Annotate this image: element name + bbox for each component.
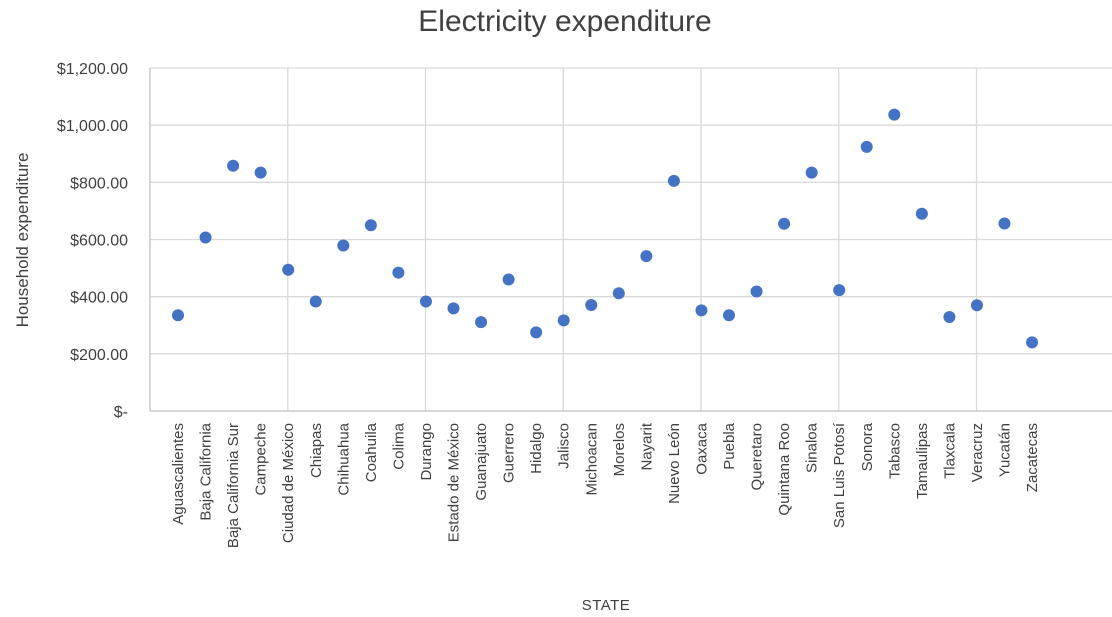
data-point	[695, 304, 708, 317]
x-tick-label: Colima	[390, 422, 407, 469]
data-point	[199, 231, 212, 244]
data-point	[475, 316, 488, 329]
data-point	[778, 217, 791, 230]
data-point	[805, 166, 818, 179]
data-point	[502, 273, 515, 286]
data-point	[447, 302, 460, 315]
data-point	[392, 266, 405, 279]
x-tick-label: Nayarit	[638, 422, 655, 470]
data-point	[833, 284, 846, 297]
y-tick-labels: $- $200.00 $400.00 $600.00 $800.00 $1,000.00 $…	[57, 61, 128, 421]
data-point	[723, 309, 735, 322]
y-tick-label: $1,200.00	[57, 61, 128, 78]
x-tick-label: Puebla	[721, 422, 738, 469]
x-tick-label: Baja California	[198, 422, 215, 520]
x-tick-label: Tamaulipas	[914, 423, 931, 499]
x-tick-label: Zacatecas	[1024, 423, 1041, 492]
x-axis-label: STATE	[582, 597, 631, 614]
x-tick-label: Tlaxcala	[941, 422, 958, 479]
y-axis-label: Household expenditure	[13, 153, 32, 328]
data-point	[419, 295, 432, 308]
x-tick-label: Campeche	[253, 423, 270, 496]
x-tick-label: Nuevo León	[666, 423, 683, 504]
data-point	[750, 285, 763, 298]
x-tick-label: Morelos	[611, 423, 628, 476]
x-tick-label: Sinaloa	[804, 422, 821, 473]
x-tick-label: Estado de México	[446, 423, 463, 542]
x-tick-label: Hidalgo	[528, 423, 545, 474]
x-tick-label: Sonora	[859, 422, 876, 471]
data-point	[254, 166, 267, 179]
x-tick-label: Ciudad de México	[280, 423, 297, 543]
data-point	[667, 174, 680, 187]
x-tick-label: Guerrero	[501, 423, 518, 483]
x-tick-label: Coahuila	[363, 422, 380, 482]
data-point	[970, 299, 983, 312]
data-point	[943, 310, 956, 323]
data-point	[998, 217, 1011, 230]
y-tick-label: $1,000.00	[57, 118, 128, 135]
data-point	[1026, 336, 1039, 349]
x-tick-label: Chihuahua	[335, 422, 352, 495]
y-tick-label: $600.00	[70, 233, 128, 250]
x-tick-label: Jalisco	[556, 423, 573, 469]
data-point	[337, 239, 350, 252]
data-point	[282, 263, 295, 276]
x-tick-label: Quintana Roo	[776, 423, 793, 516]
x-tick-label: Baja California Sur	[225, 423, 242, 548]
x-tick-label: Tabasco	[886, 423, 903, 479]
data-point	[364, 219, 377, 232]
data-point	[860, 140, 873, 153]
y-tick-label: $800.00	[70, 175, 128, 192]
y-tick-label: $-	[114, 404, 128, 421]
gridlines	[149, 67, 1112, 412]
y-tick-label: $200.00	[70, 347, 128, 364]
x-tick-label: Queretaro	[749, 423, 766, 491]
chart-title: Electricity expenditure	[418, 5, 711, 38]
data-point	[530, 326, 543, 339]
x-tick-label: San Luis Potosí	[831, 422, 848, 528]
y-tick-label: $400.00	[70, 290, 128, 307]
x-tick-label: Chiapas	[308, 423, 325, 478]
data-point	[640, 250, 653, 263]
data-point	[612, 287, 625, 300]
x-tick-label: Yucatán	[997, 423, 1014, 477]
data-point	[227, 159, 240, 172]
x-tick-label: Guanajuato	[473, 423, 490, 501]
x-tick-label: Oaxaca	[693, 422, 710, 474]
x-tick-label: Michoacan	[583, 423, 600, 496]
data-point	[309, 295, 322, 308]
data-point	[172, 309, 184, 322]
x-tick-label: Veracruz	[969, 423, 986, 482]
x-tick-label: Aguascalientes	[170, 423, 187, 525]
data-point	[888, 108, 901, 121]
data-points	[172, 108, 1039, 349]
data-point	[557, 314, 570, 327]
x-tick-label: Durango	[418, 423, 435, 481]
x-tick-labels: Aguascalientes Baja California Baja Califo…	[170, 422, 1041, 548]
data-point	[585, 298, 598, 311]
data-point	[915, 207, 928, 220]
